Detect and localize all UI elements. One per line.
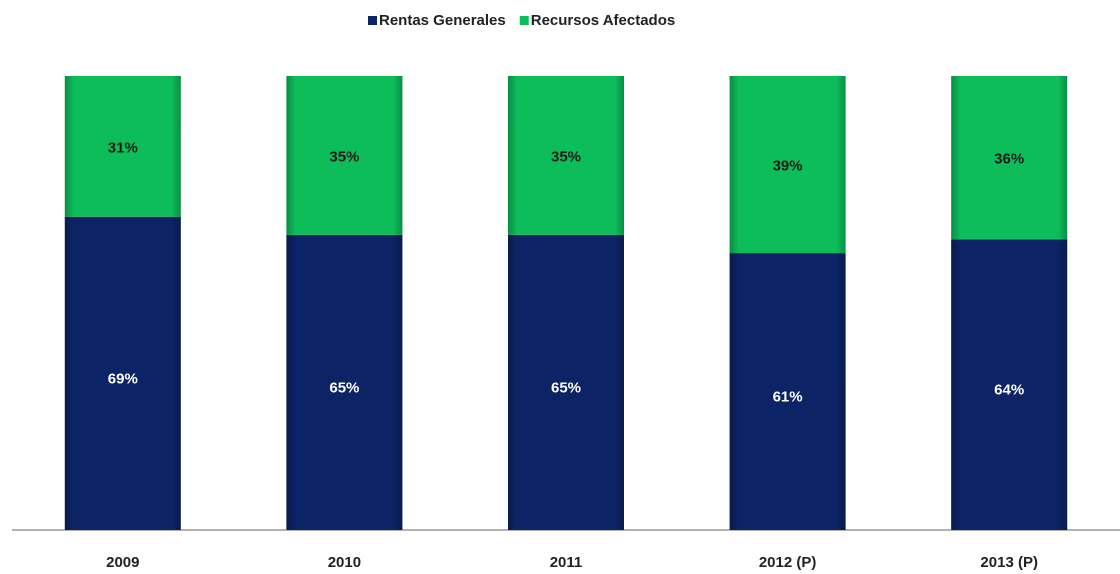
data-label: 65% <box>551 379 581 396</box>
bar-shade <box>286 76 403 235</box>
data-label: 69% <box>108 370 138 387</box>
legend-swatch <box>519 16 529 25</box>
data-label: 35% <box>551 148 581 165</box>
data-label: 39% <box>773 157 803 174</box>
data-label: 35% <box>329 148 359 165</box>
x-tick-label: 2013 (P) <box>980 554 1038 571</box>
bar-shade <box>729 76 846 254</box>
bar-shade <box>286 234 403 530</box>
data-label: 64% <box>994 382 1024 399</box>
bar-shade <box>64 76 181 217</box>
bar-shade <box>508 76 624 235</box>
bar-shade <box>508 234 624 530</box>
bar-shade <box>951 76 1068 240</box>
data-label: 61% <box>773 388 803 405</box>
bar-shade <box>64 216 181 531</box>
x-tick-label: 2009 <box>106 554 139 571</box>
legend-label: Recursos Afectados <box>531 12 676 29</box>
bar-shade <box>729 253 846 530</box>
x-tick-label: 2010 <box>328 554 361 571</box>
legend-label: Rentas Generales <box>379 12 506 29</box>
data-label: 36% <box>994 151 1024 168</box>
data-label: 65% <box>329 379 359 396</box>
bar-shade <box>951 239 1068 530</box>
x-tick-label: 2012 (P) <box>759 554 817 571</box>
x-tick-label: 2011 <box>550 554 583 571</box>
data-label: 31% <box>108 139 138 156</box>
legend-swatch <box>368 16 377 25</box>
